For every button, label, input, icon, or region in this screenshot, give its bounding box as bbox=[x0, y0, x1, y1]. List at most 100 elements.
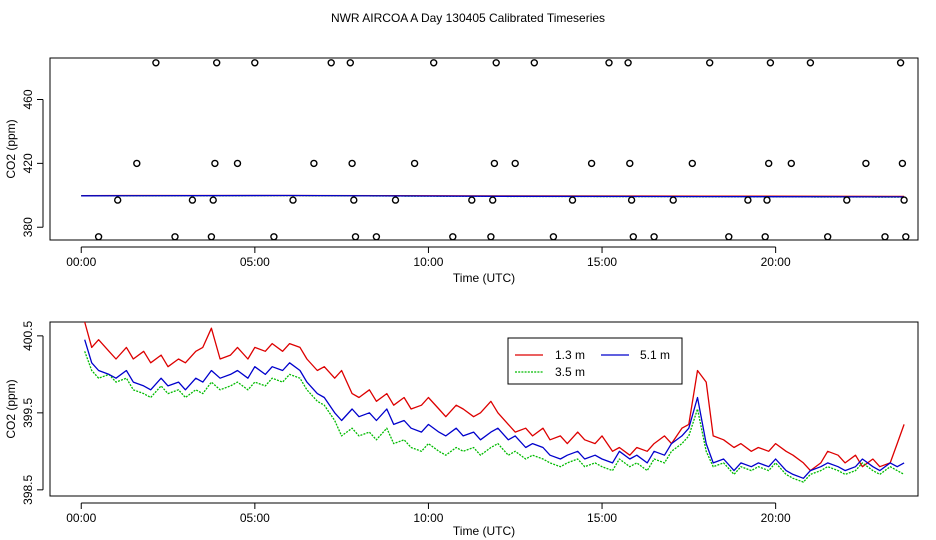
scatter-point bbox=[881, 233, 889, 241]
series-line-3-5-m bbox=[84, 351, 905, 483]
scatter-point bbox=[492, 59, 500, 67]
scatter-point bbox=[327, 59, 335, 67]
scatter-point bbox=[251, 59, 259, 67]
scatter-point bbox=[843, 196, 851, 204]
x-tick-label: 20:00 bbox=[761, 255, 791, 269]
top-series-lines bbox=[81, 194, 905, 198]
scatter-point bbox=[624, 59, 632, 67]
scatter-point bbox=[212, 59, 221, 67]
scatter-point bbox=[489, 196, 497, 204]
scatter-point bbox=[233, 159, 242, 168]
scatter-point bbox=[650, 233, 658, 241]
top-y-axis: 380 420 460 bbox=[21, 89, 44, 237]
scatter-point bbox=[113, 196, 122, 204]
scatter-point bbox=[410, 159, 419, 168]
series-line-1-3-m bbox=[84, 321, 905, 472]
legend-label-5-1m: 5.1 m bbox=[640, 348, 670, 362]
scatter-point bbox=[898, 159, 907, 168]
scatter-point bbox=[94, 233, 103, 241]
series-line-5-1-m bbox=[84, 339, 905, 479]
scatter-point bbox=[487, 233, 495, 241]
scatter-point bbox=[765, 159, 773, 168]
series-line-5-1-m bbox=[81, 194, 905, 198]
scatter-point bbox=[824, 233, 832, 241]
legend-box bbox=[507, 337, 683, 385]
top-x-axis-label: Time (UTC) bbox=[453, 271, 515, 285]
bottom-x-axis-label: Time (UTC) bbox=[453, 524, 515, 538]
top-panel: 00:00 05:00 10:00 15:00 20:00 380 420 460 Time… bbox=[4, 57, 919, 285]
scatter-point bbox=[587, 159, 596, 168]
scatter-point bbox=[806, 59, 815, 67]
y-tick-label: 398.5 bbox=[21, 475, 35, 505]
top-plot-frame bbox=[49, 57, 919, 241]
x-tick-label: 05:00 bbox=[240, 511, 270, 525]
scatter-point bbox=[629, 233, 637, 241]
y-tick-label: 399.5 bbox=[21, 398, 35, 428]
x-tick-label: 00:00 bbox=[66, 511, 96, 525]
scatter-point bbox=[763, 196, 771, 204]
scatter-point bbox=[766, 59, 775, 67]
scatter-point bbox=[468, 196, 476, 204]
scatter-point bbox=[669, 196, 677, 204]
scatter-point bbox=[152, 59, 160, 67]
x-tick-label: 00:00 bbox=[66, 255, 96, 269]
scatter-point bbox=[706, 59, 714, 67]
scatter-point bbox=[346, 59, 354, 67]
x-tick-label: 15:00 bbox=[587, 511, 617, 525]
scatter-point bbox=[310, 159, 318, 168]
scatter-point bbox=[209, 196, 217, 204]
top-y-axis-label: CO2 (ppm) bbox=[4, 119, 18, 178]
scatter-point bbox=[530, 59, 538, 67]
scatter-point bbox=[449, 233, 457, 241]
scatter-point bbox=[351, 233, 360, 241]
scatter-point bbox=[896, 59, 905, 67]
x-tick-label: 15:00 bbox=[587, 255, 617, 269]
scatter-point bbox=[627, 196, 636, 204]
scatter-point bbox=[787, 159, 795, 168]
x-tick-label: 10:00 bbox=[413, 511, 443, 525]
scatter-point bbox=[348, 159, 356, 168]
bottom-y-axis: 398.5 399.5 400.5 bbox=[21, 321, 44, 505]
scatter-point bbox=[761, 233, 769, 241]
figure-title: NWR AIRCOA A Day 130405 Calibrated Times… bbox=[331, 11, 605, 25]
legend-label-3-5m: 3.5 m bbox=[555, 365, 585, 379]
scatter-point bbox=[391, 196, 400, 204]
y-tick-label: 460 bbox=[21, 89, 35, 109]
scatter-point bbox=[188, 196, 197, 204]
y-tick-label: 420 bbox=[21, 153, 35, 173]
scatter-point bbox=[862, 159, 870, 168]
scatter-point bbox=[133, 159, 141, 168]
scatter-point bbox=[270, 233, 278, 241]
legend-label-1-3m: 1.3 m bbox=[555, 348, 585, 362]
scatter-point bbox=[289, 196, 297, 204]
scatter-point bbox=[430, 59, 438, 67]
scatter-point bbox=[171, 233, 179, 241]
bottom-series-lines bbox=[84, 321, 905, 483]
y-tick-label: 400.5 bbox=[21, 321, 35, 351]
bottom-y-axis-label: CO2 (ppm) bbox=[4, 379, 18, 438]
scatter-point bbox=[511, 159, 519, 168]
top-scatter-points bbox=[94, 59, 910, 241]
scatter-point bbox=[725, 233, 733, 241]
scatter-point bbox=[626, 159, 634, 168]
scatter-point bbox=[605, 59, 613, 67]
bottom-plot-frame bbox=[49, 321, 919, 497]
scatter-point bbox=[549, 233, 558, 241]
scatter-point bbox=[207, 233, 216, 241]
scatter-point bbox=[568, 196, 577, 204]
y-tick-label: 380 bbox=[21, 217, 35, 237]
x-tick-label: 05:00 bbox=[240, 255, 270, 269]
bottom-x-axis: 00:00 05:00 10:00 15:00 20:00 bbox=[66, 502, 791, 525]
top-x-axis: 00:00 05:00 10:00 15:00 20:00 bbox=[66, 246, 791, 269]
scatter-point bbox=[688, 159, 696, 168]
x-tick-label: 20:00 bbox=[761, 511, 791, 525]
bottom-panel: 00:00 05:00 10:00 15:00 20:00 398.5 399.5 400.… bbox=[4, 321, 919, 538]
scatter-point bbox=[744, 196, 752, 204]
legend: 1.3 m 5.1 m 3.5 m bbox=[507, 337, 683, 385]
scatter-point bbox=[372, 233, 381, 241]
scatter-point bbox=[211, 159, 219, 168]
scatter-point bbox=[902, 233, 910, 241]
scatter-point bbox=[350, 196, 358, 204]
scatter-point bbox=[900, 196, 908, 204]
